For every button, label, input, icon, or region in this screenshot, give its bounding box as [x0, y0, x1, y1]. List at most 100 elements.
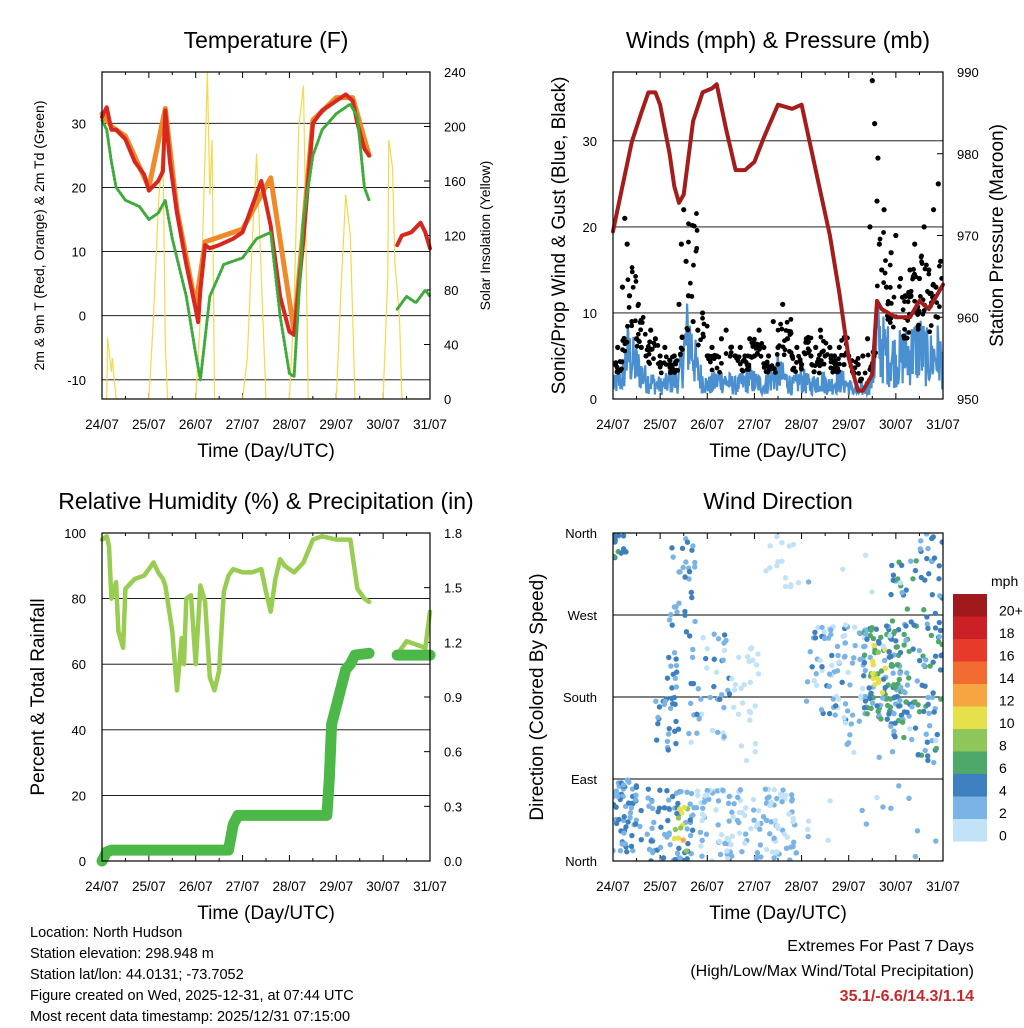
direction-point — [908, 558, 914, 564]
direction-point — [664, 738, 671, 745]
dewpoint-line — [395, 288, 432, 311]
direction-point — [697, 829, 704, 835]
gust-point — [629, 323, 635, 329]
direction-point — [881, 657, 888, 664]
extremes-box: Extremes For Past 7 Days (High/Low/Max W… — [690, 934, 974, 1009]
winds-xtick-label: 27/07 — [738, 417, 772, 432]
direction-point — [679, 545, 686, 552]
direction-point — [668, 663, 674, 669]
direction-point — [744, 653, 751, 660]
direction-point — [752, 740, 759, 747]
direction-point — [923, 657, 929, 663]
direction-point — [878, 716, 884, 722]
humidity-ytick-label: 80 — [72, 592, 86, 607]
gust-point — [678, 345, 684, 351]
direction-point — [666, 832, 672, 838]
direction-point — [752, 749, 758, 755]
direction-point — [924, 614, 930, 620]
direction-point — [772, 817, 779, 824]
direction-point — [888, 805, 894, 812]
wind_direction-ylabel: Direction (Colored By Speed) — [527, 573, 548, 820]
direction-point — [691, 804, 697, 811]
direction-point — [926, 571, 932, 577]
direction-point — [716, 838, 723, 845]
gust-point — [630, 284, 636, 290]
direction-point — [666, 805, 672, 812]
gust-point — [864, 336, 871, 342]
direction-point — [750, 807, 757, 813]
direction-point — [890, 577, 896, 583]
direction-point — [839, 679, 845, 686]
gust-point — [836, 356, 841, 362]
gust-point — [883, 284, 890, 290]
temp-2m-line — [395, 220, 432, 251]
gust-point — [677, 351, 683, 357]
direction-point — [613, 553, 617, 560]
gust-point — [922, 266, 928, 272]
legend-label: 8 — [999, 737, 1007, 753]
gust-point — [622, 348, 628, 354]
gust-point — [667, 370, 673, 376]
direction-point — [842, 632, 848, 639]
direction-point — [657, 844, 664, 851]
direction-point — [861, 705, 868, 711]
direction-point — [862, 698, 869, 704]
direction-point — [757, 826, 763, 832]
direction-point — [662, 698, 668, 705]
winds-frame — [612, 71, 944, 400]
direction-point — [890, 572, 897, 578]
temperature-y2tick-label: 0 — [444, 392, 451, 407]
direction-point — [832, 712, 838, 718]
temperature-title: Temperature (F) — [184, 27, 349, 53]
direction-point — [923, 731, 929, 737]
direction-point — [805, 833, 811, 840]
direction-point — [935, 639, 942, 645]
humidity-xtick-label: 26/07 — [179, 879, 213, 894]
direction-point — [880, 643, 887, 649]
direction-point — [842, 701, 849, 707]
gust-point — [704, 323, 710, 329]
direction-point — [613, 820, 620, 827]
direction-point — [669, 793, 676, 800]
gust-point — [881, 230, 886, 235]
direction-point — [892, 720, 898, 726]
humidity-ytick-label: 100 — [64, 526, 86, 541]
direction-point — [709, 858, 715, 861]
direction-point — [842, 622, 849, 628]
direction-point — [912, 853, 919, 860]
direction-point — [892, 684, 898, 691]
direction-point — [849, 712, 856, 718]
direction-point — [893, 644, 899, 650]
gust-point — [817, 327, 824, 333]
direction-point — [911, 622, 917, 628]
direction-point — [788, 582, 794, 588]
direction-point — [755, 671, 762, 677]
direction-point — [666, 654, 672, 661]
humidity-xtick-label: 25/07 — [132, 879, 166, 894]
direction-point — [671, 835, 678, 842]
direction-point — [862, 667, 868, 674]
gust-point — [885, 299, 891, 304]
direction-point — [702, 655, 709, 662]
gust-point — [915, 311, 921, 316]
temperature-xtick-label: 31/07 — [413, 417, 447, 432]
gust-point — [690, 318, 696, 325]
direction-point — [724, 848, 730, 854]
gust-point — [765, 364, 770, 369]
direction-point — [736, 830, 743, 836]
direction-point — [692, 559, 698, 566]
direction-point — [862, 693, 868, 700]
humidity-y2tick-label: 1.5 — [444, 581, 462, 596]
gust-point — [936, 263, 942, 269]
direction-point — [932, 610, 939, 617]
wind_direction-xtick-label: 25/07 — [643, 879, 677, 894]
direction-point — [897, 697, 903, 704]
humidity-ytick-label: 40 — [72, 723, 86, 738]
gust-point — [662, 344, 668, 350]
direction-point — [668, 612, 674, 618]
extremes-subtitle: (High/Low/Max Wind/Total Precipitation) — [690, 963, 974, 980]
gust-point — [651, 356, 656, 362]
winds-y2label: Station Pressure (Maroon) — [987, 124, 1008, 347]
direction-point — [782, 575, 789, 581]
direction-point — [672, 857, 678, 861]
